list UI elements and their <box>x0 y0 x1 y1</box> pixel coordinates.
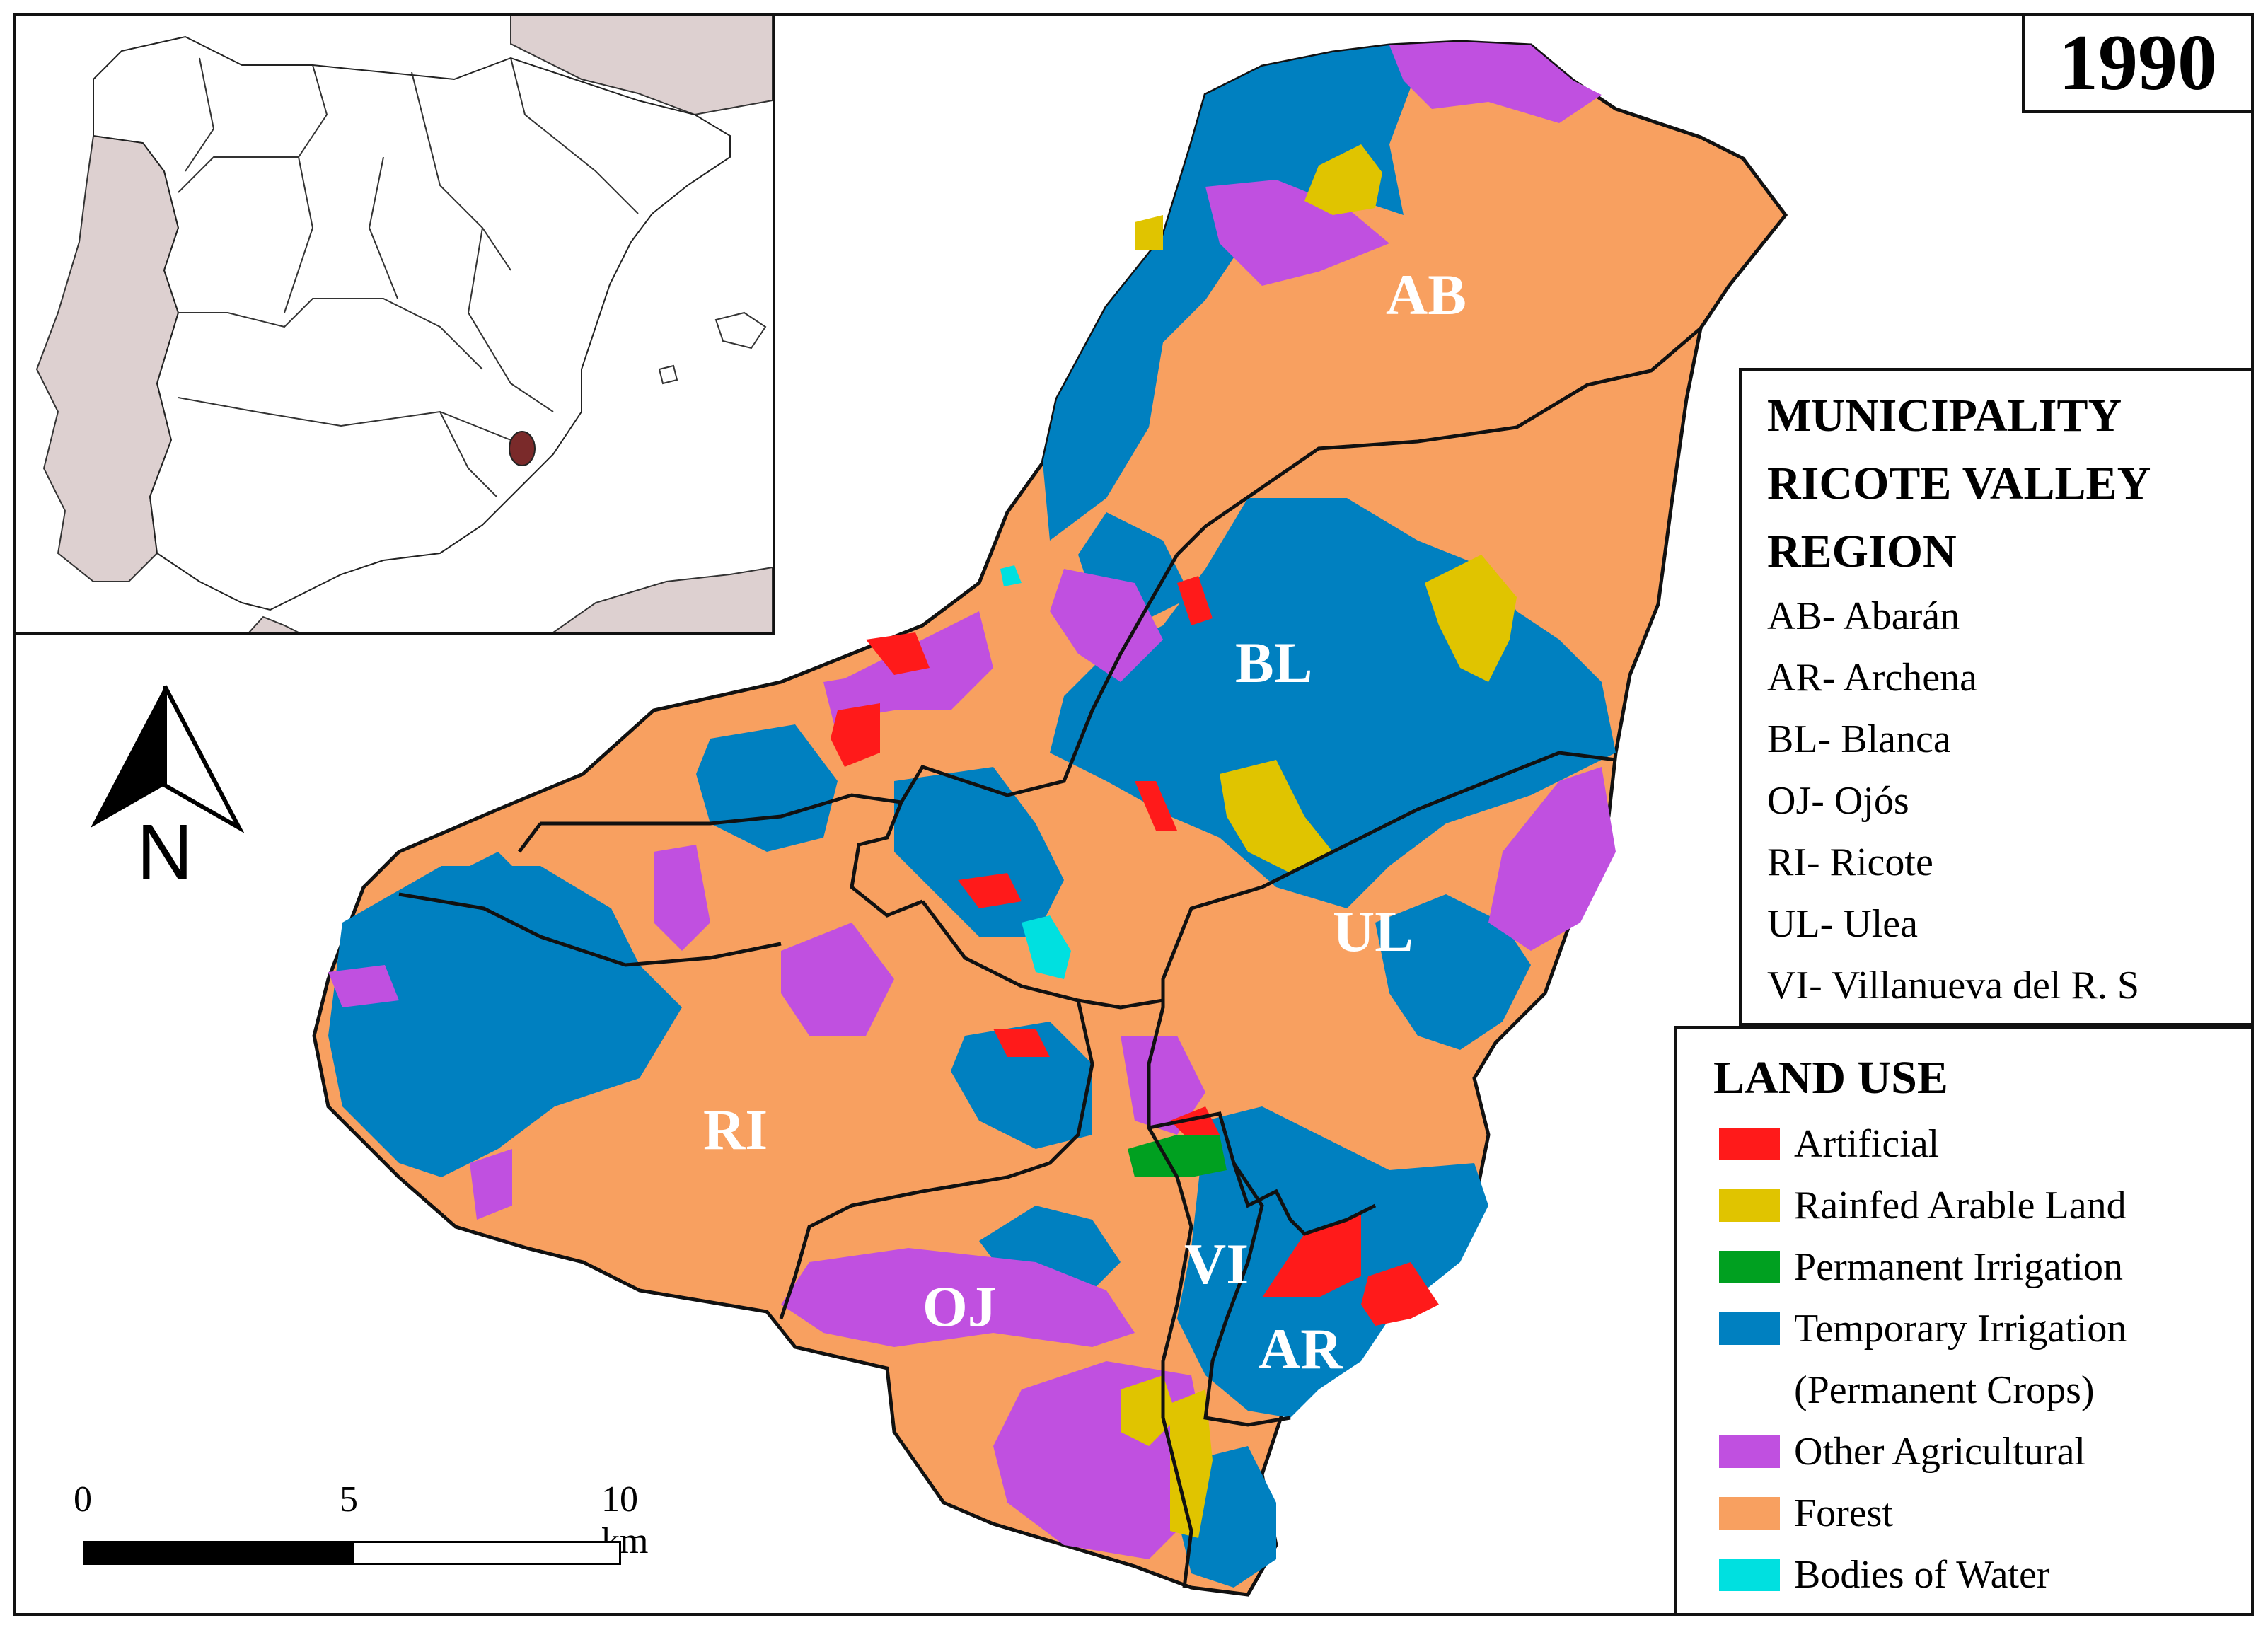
north-arrow-left-half <box>91 686 165 828</box>
region-label-ri: RI <box>703 1097 768 1162</box>
legend-item-artificial: Artificial <box>1698 1114 2230 1175</box>
region-label-oj: OJ <box>922 1274 997 1339</box>
region-label-bl: BL <box>1235 630 1312 695</box>
water-areas <box>1000 565 1071 979</box>
legend-swatch <box>1719 1312 1780 1345</box>
municipality-item-ri: RI- Ricote <box>1767 840 1933 884</box>
municipality-item-ab: AB- Abarán <box>1767 594 1960 638</box>
france-area <box>510 16 773 116</box>
inset-map <box>13 13 775 635</box>
legend-label: Rainfed Arable Land <box>1794 1184 2127 1227</box>
legend-label: Artificial <box>1794 1122 1940 1166</box>
legend-label: Bodies of Water <box>1794 1553 2050 1597</box>
municipality-item-ar: AR- Archena <box>1767 656 1978 700</box>
north-arrow-icon: N <box>83 679 246 896</box>
north-arrow-right-half <box>163 685 245 833</box>
legend-swatch <box>1719 1128 1780 1160</box>
land-use-legend: LAND USE Artificial Rainfed Arable Land … <box>1674 1026 2254 1616</box>
legend-label: Permanent Irrigation <box>1794 1245 2123 1289</box>
legend-label: Forest <box>1794 1491 1893 1535</box>
africa-area <box>248 615 299 632</box>
iberia-region-lines <box>178 57 639 497</box>
municipality-item-ul: UL- Ulea <box>1767 902 1919 946</box>
legend-swatch <box>1719 1435 1780 1468</box>
scale-segment-black <box>83 1541 352 1565</box>
region-label-vi: VI <box>1184 1232 1249 1296</box>
legend-label: Temporary Irrigation (Permanent Crops) <box>1794 1307 2127 1412</box>
scale-segment-white <box>352 1541 621 1565</box>
scale-label-0: 0 <box>74 1479 92 1520</box>
legend-item-temporary-irrigation: Temporary Irrigation (Permanent Crops) <box>1698 1298 2230 1421</box>
region-label-ar: AR <box>1259 1317 1343 1381</box>
scale-label-5: 5 <box>340 1479 358 1520</box>
municipality-item-oj: OJ- Ojós <box>1767 779 1909 823</box>
legend-swatch <box>1719 1189 1780 1222</box>
legend-swatch <box>1719 1251 1780 1283</box>
land-use-legend-title: LAND USE <box>1713 1052 1948 1104</box>
municipality-item-bl: BL- Blanca <box>1767 717 1951 761</box>
municipality-legend-title-line: RICOTE VALLEY <box>1767 458 2151 509</box>
municipality-legend-title-line: MUNICIPALITY <box>1767 390 2122 441</box>
legend-item-permanent-irrigation: Permanent Irrigation <box>1698 1237 2230 1298</box>
municipality-legend-title-line: REGION <box>1767 526 1957 577</box>
iberia-locator <box>35 16 773 632</box>
legend-item-other-agricultural: Other Agricultural <box>1698 1421 2230 1483</box>
region-label-ul: UL <box>1333 899 1413 964</box>
legend-swatch <box>1719 1559 1780 1591</box>
region-label-ab: AB <box>1386 262 1466 327</box>
main-map: AB BL UL RI OJ VI AR <box>312 40 1788 1597</box>
year-label: 1990 <box>2022 13 2254 113</box>
municipality-boundaries <box>398 327 1702 1588</box>
legend-label: Other Agricultural <box>1794 1430 2086 1474</box>
municipality-legend: MUNICIPALITY RICOTE VALLEY REGION AB- Ab… <box>1739 368 2254 1026</box>
legend-item-rainfed: Rainfed Arable Land <box>1698 1175 2230 1237</box>
artificial-areas <box>831 576 1439 1326</box>
balearic-islet <box>658 364 678 385</box>
ricote-valley-marker <box>509 431 536 466</box>
scale-bar: 0 5 10 km <box>64 1479 648 1585</box>
legend-item-water: Bodies of Water <box>1698 1544 2230 1606</box>
legend-item-forest: Forest <box>1698 1483 2230 1544</box>
africa-east-area <box>552 566 773 632</box>
north-label: N <box>137 809 192 884</box>
spain-area <box>93 35 731 611</box>
permanent-irrigation-area <box>1128 1135 1227 1177</box>
temporary-irrigation-areas <box>328 45 1616 1588</box>
municipality-item-vi: VI- Villanueva del R. S <box>1767 964 2139 1007</box>
legend-swatch <box>1719 1497 1780 1530</box>
balearic-islands <box>714 311 767 349</box>
